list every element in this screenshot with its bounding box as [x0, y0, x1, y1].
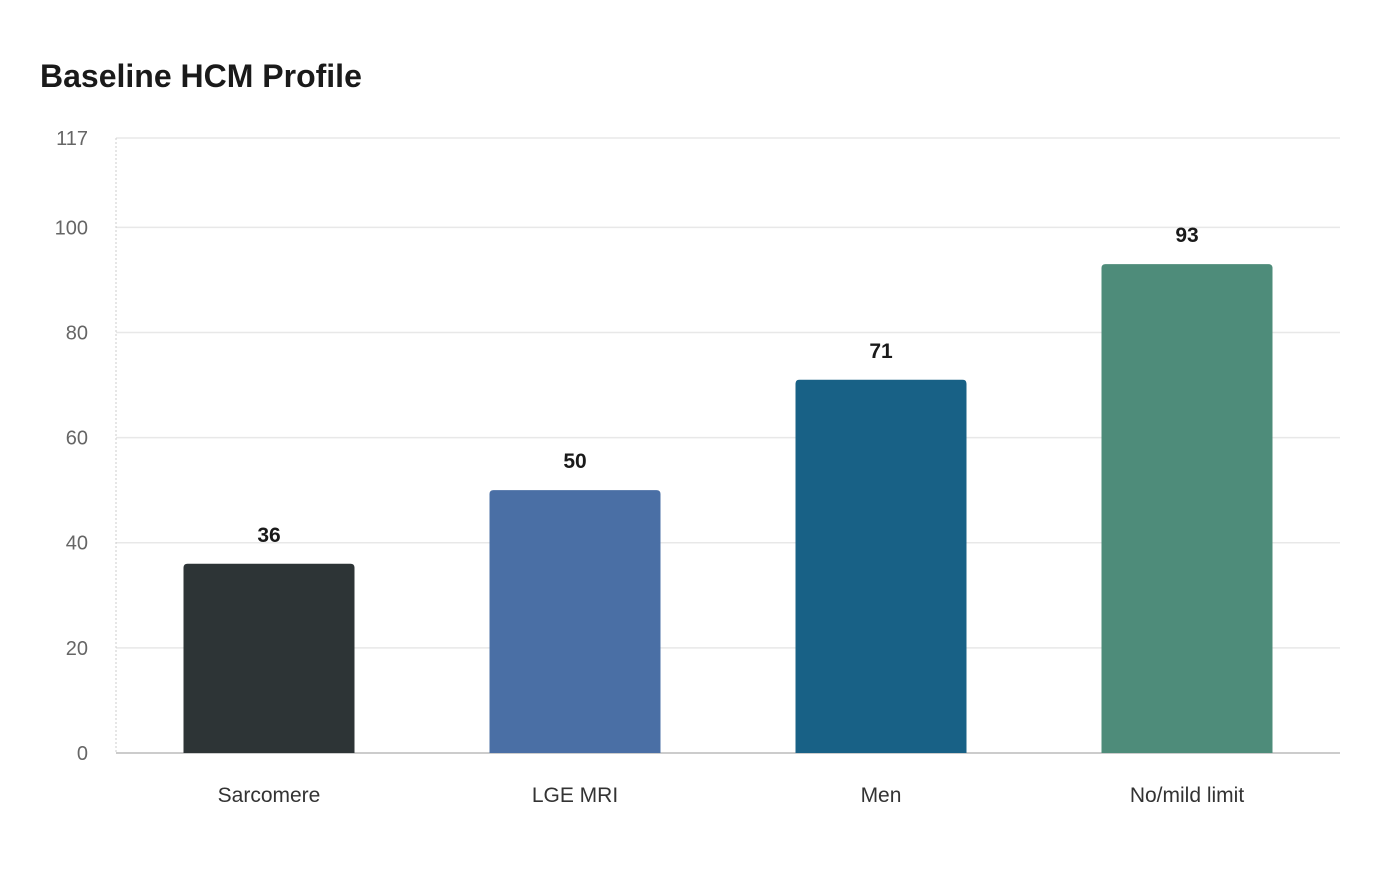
y-tick-label: 60: [66, 428, 88, 450]
x-tick-label: LGE MRI: [532, 784, 618, 807]
bar-value-label: 93: [1175, 224, 1198, 247]
y-tick-label: 40: [66, 533, 88, 555]
x-tick-label: No/mild limit: [1130, 784, 1245, 807]
x-tick-label: Men: [861, 784, 902, 807]
x-tick-label: Sarcomere: [218, 784, 321, 807]
bars: [183, 264, 1273, 753]
bar-lge-mri: [489, 490, 661, 753]
y-tick-label: 100: [55, 217, 88, 239]
bar-value-label: 71: [869, 340, 893, 363]
bar-men: [795, 379, 967, 753]
bar-sarcomere: [183, 563, 355, 753]
chart-title: Baseline HCM Profile: [40, 58, 362, 94]
y-tick-label: 80: [66, 322, 88, 344]
bar-value-label: 50: [563, 450, 586, 473]
value-labels: 36 50 71 93: [257, 224, 1198, 547]
x-axis-labels: Sarcomere LGE MRI Men No/mild limit: [218, 784, 1245, 807]
y-tick-label: 117: [56, 128, 88, 150]
bar-value-label: 36: [257, 524, 280, 547]
y-tick-label: 20: [66, 638, 88, 660]
bar-no-mild-limit: [1101, 264, 1273, 753]
y-axis-ticks: 0 20 40 60 80 100 117: [55, 128, 88, 765]
y-tick-label: 0: [77, 743, 88, 765]
